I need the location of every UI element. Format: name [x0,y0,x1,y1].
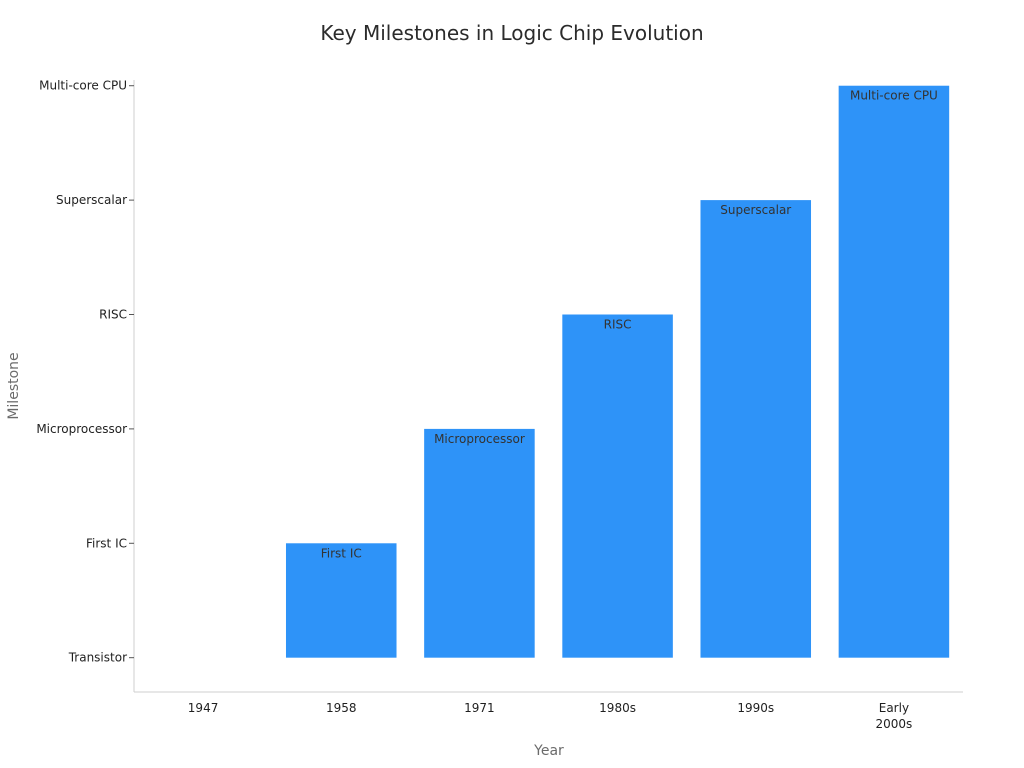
chart-title: Key Milestones in Logic Chip Evolution [320,21,703,45]
x-tick-label-0-line: 1947 [188,701,219,715]
y-tick-label-0-line: Transistor [68,651,127,665]
bar-2 [424,428,535,658]
bar-label-5-line: Multi-core CPU [850,89,938,103]
x-tick-label-3: 1980s [599,701,636,715]
y-ticks-layer: Transistor First IC Microprocessor RISC Supe… [36,79,134,665]
x-tick-label-1-line: 1958 [326,701,357,715]
x-tick-label-0: 1947 [188,701,219,715]
y-tick-label-3-line: RISC [99,308,127,322]
x-tick-label-3-line: 1980s [599,701,636,715]
bar-5 [838,85,950,658]
bar-label-1-line: First IC [321,546,362,560]
y-tick-label-2-line: Microprocessor [36,422,127,436]
x-tick-label-5: Early 2000s [876,701,913,731]
y-axis-title: Milestone [6,352,22,419]
x-tick-label-4-line: 1990s [737,701,774,715]
bar-4 [700,200,812,658]
bar-label-3-line: RISC [604,318,632,332]
y-tick-label-5: Multi-core CPU [39,79,127,93]
x-tick-label-5-line: 2000s [876,717,913,731]
x-tick-label-1: 1958 [326,701,357,715]
bar-label-2: Microprocessor [434,432,525,446]
x-tick-label-2-line: 1971 [464,701,495,715]
bar-label-5: Multi-core CPU [850,89,938,103]
bars-layer [285,85,950,658]
bar-labels-layer: First IC Microprocessor RISC Superscalar Mul… [321,89,938,561]
x-tick-label-2: 1971 [464,701,495,715]
bar-1 [285,543,397,658]
y-tick-label-1-line: First IC [86,536,127,550]
y-tick-label-4: Superscalar [56,193,127,207]
bar-label-1: First IC [321,546,362,560]
bar-label-3: RISC [604,318,632,332]
bar-label-4-line: Superscalar [720,203,791,217]
y-tick-label-5-line: Multi-core CPU [39,79,127,93]
bar-3 [562,314,673,658]
x-tick-label-5-line: Early [879,701,909,715]
x-tick-label-4: 1990s [737,701,774,715]
y-tick-label-3: RISC [99,308,127,322]
y-tick-label-4-line: Superscalar [56,193,127,207]
bar-label-4: Superscalar [720,203,791,217]
x-ticks-layer: 1947 1958 1971 1980s 1990s Early 2000s [188,701,913,731]
x-axis-title: Year [533,743,564,759]
y-tick-label-0: Transistor [68,651,127,665]
bar-label-2-line: Microprocessor [434,432,525,446]
y-tick-label-1: First IC [86,536,127,550]
y-tick-label-2: Microprocessor [36,422,127,436]
